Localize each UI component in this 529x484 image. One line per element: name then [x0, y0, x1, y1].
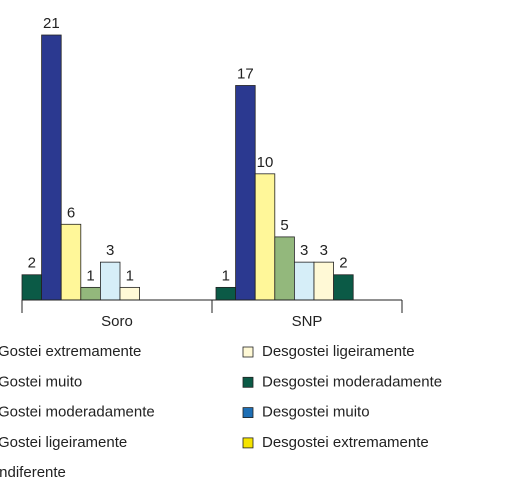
x-tick-label: Soro [101, 313, 133, 330]
bar [215, 286, 237, 301]
value-label: 2 [28, 255, 36, 272]
bar [60, 223, 82, 301]
legend-label: Gostei ligeiramente [0, 434, 127, 451]
value-label: 3 [300, 242, 308, 259]
value-label: 6 [67, 204, 75, 221]
value-label: 1 [126, 267, 134, 284]
value-label: 5 [280, 217, 288, 234]
bar [80, 286, 101, 301]
bar [41, 34, 62, 301]
value-label: 1 [222, 267, 230, 284]
x-tick-label: SNP [292, 313, 323, 330]
legend-swatch [242, 346, 254, 358]
bar [313, 261, 335, 301]
value-label: 3 [106, 242, 114, 259]
bar [100, 261, 121, 301]
bar [293, 261, 315, 301]
bar [333, 274, 354, 301]
legend-swatch [242, 376, 254, 388]
value-label: 21 [43, 15, 60, 32]
bar [274, 236, 295, 301]
legend-label: Desgostei extremamente [262, 434, 429, 451]
value-label: 10 [257, 154, 274, 171]
legend-label: Desgostei moderadamente [262, 373, 442, 390]
bar [235, 85, 256, 301]
legend-label: Desgostei muito [262, 404, 370, 421]
legend-label: Gostei extremamente [0, 343, 141, 360]
legend-label: Desgostei ligeiramente [262, 343, 415, 360]
value-label: 3 [320, 242, 328, 259]
legend-swatch [242, 407, 254, 419]
bar [254, 173, 276, 301]
legend-swatch [242, 437, 254, 449]
legend-label: Gostei muito [0, 373, 82, 390]
legend-label: Gostei moderadamente [0, 404, 155, 421]
value-label: 17 [237, 65, 254, 82]
value-label: 1 [86, 267, 94, 284]
value-label: 2 [339, 255, 347, 272]
bar [119, 286, 141, 301]
legend-label: Indiferente [0, 464, 66, 481]
bar [21, 274, 43, 301]
